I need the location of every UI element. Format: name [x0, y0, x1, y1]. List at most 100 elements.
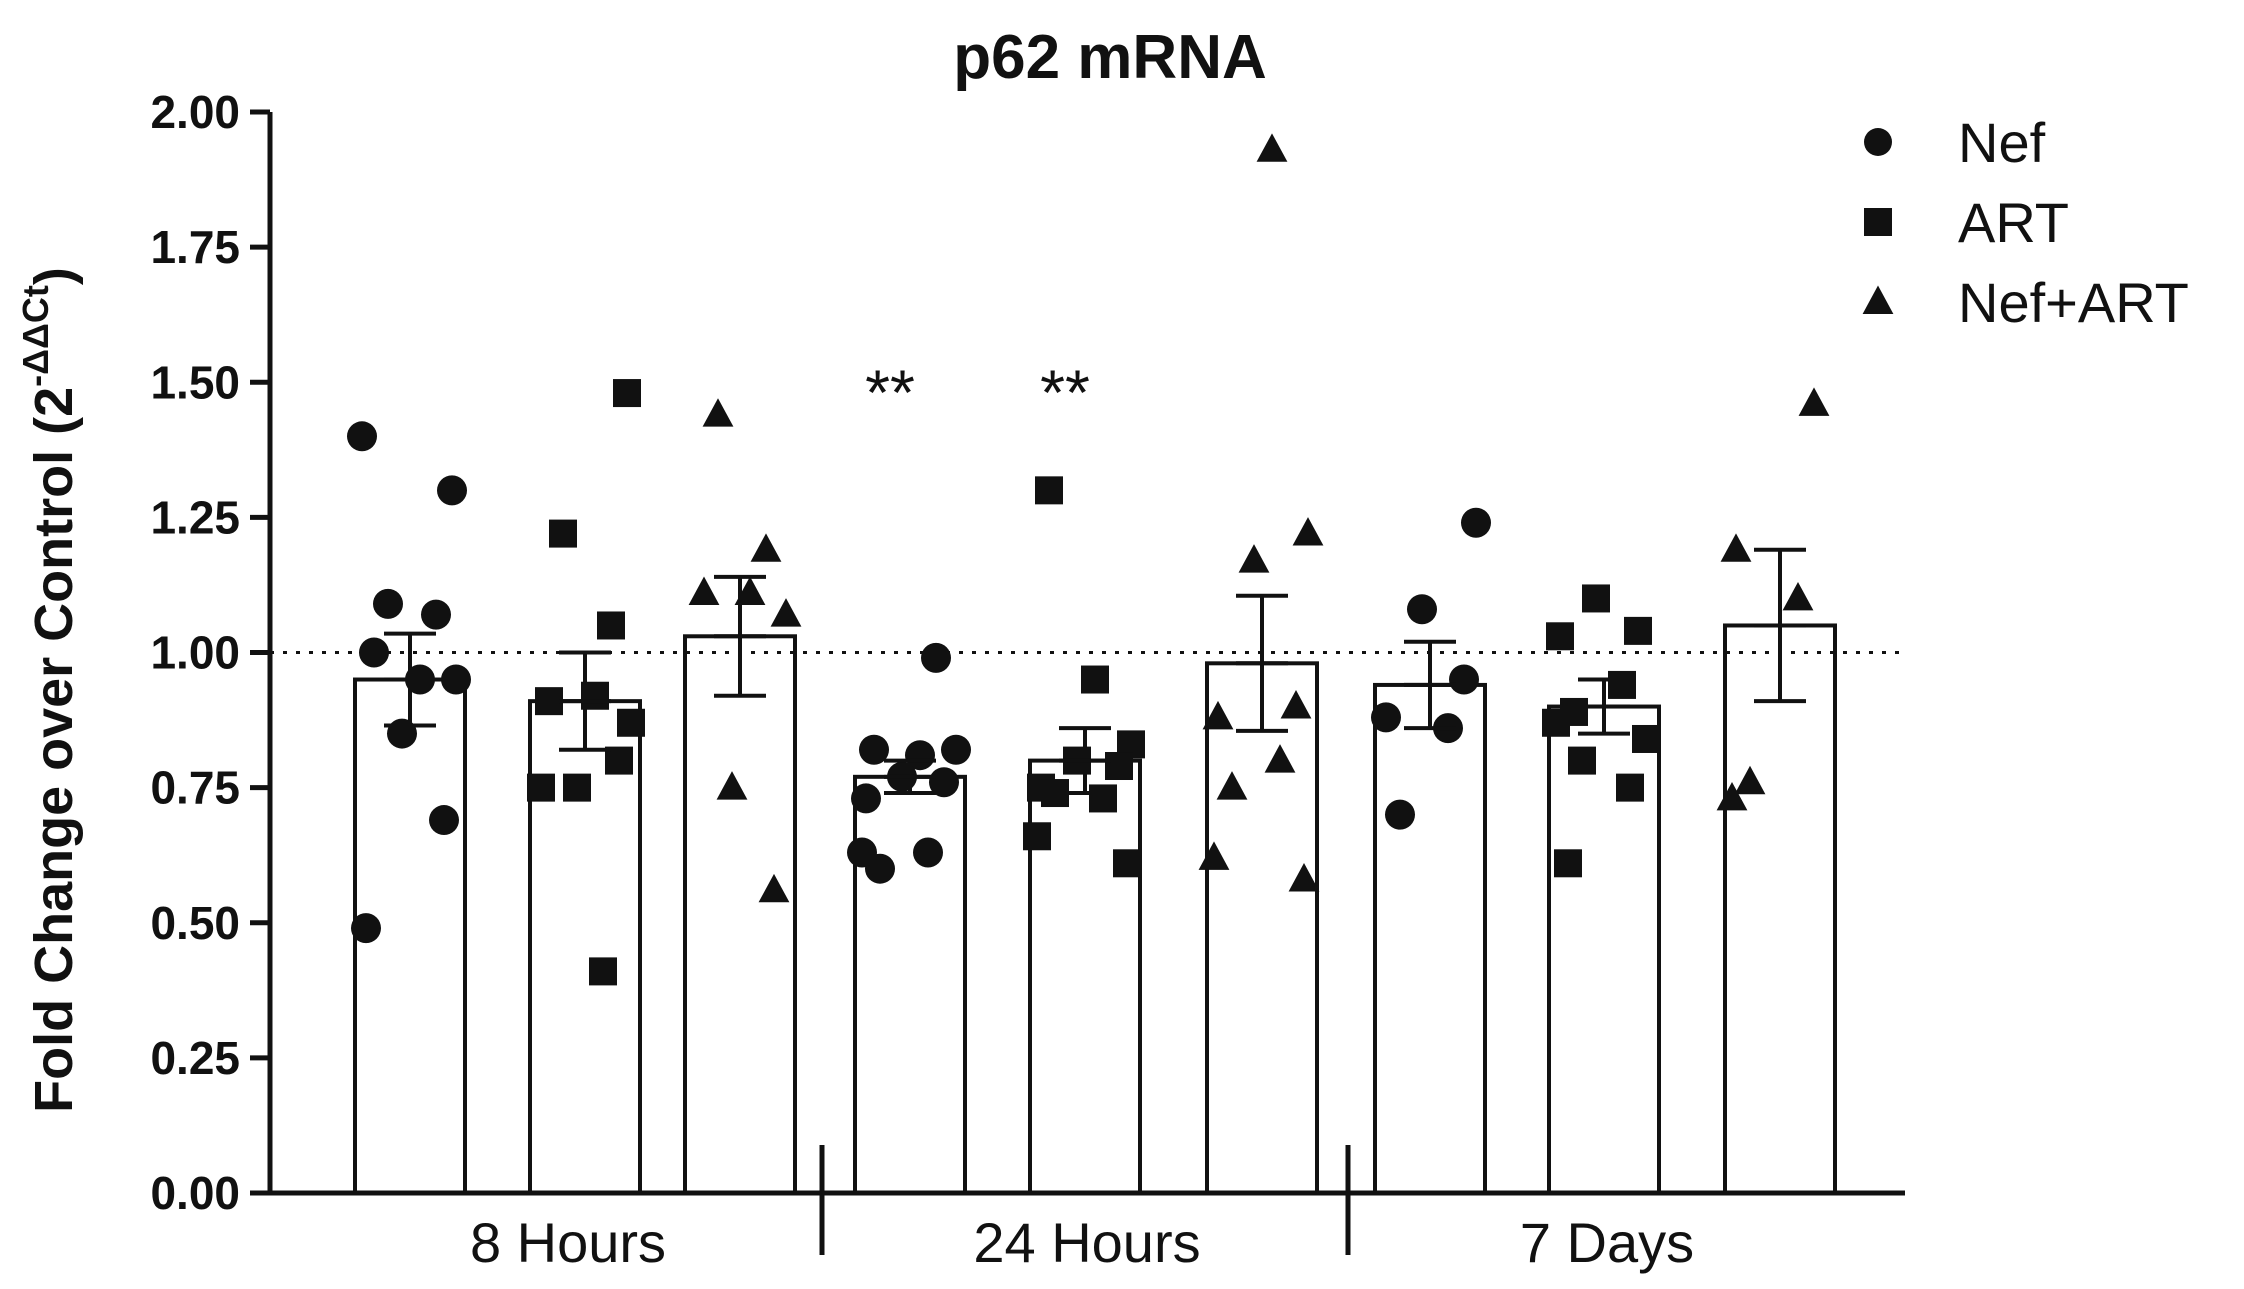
- data-point: [421, 599, 451, 630]
- data-point: [589, 957, 617, 986]
- data-point: [750, 533, 782, 562]
- data-point: [613, 379, 641, 408]
- data-point: [1461, 507, 1491, 538]
- data-point: [1280, 690, 1312, 719]
- error-bar: [384, 631, 436, 728]
- data-point: [441, 664, 471, 695]
- data-point: [905, 740, 935, 771]
- data-point: [716, 771, 748, 800]
- error-bar: [884, 758, 936, 796]
- x-category-label: 24 Hours: [973, 1211, 1200, 1274]
- bar-nef-art-24-hours: [1205, 661, 1319, 1195]
- data-point: [1216, 771, 1248, 800]
- error-bar: [714, 574, 766, 698]
- data-point: [347, 421, 377, 452]
- y-tick-label: 1.00: [150, 627, 240, 679]
- data-point: [1608, 670, 1636, 699]
- error-bar: [1578, 677, 1630, 736]
- y-tick-label: 1.25: [150, 491, 240, 543]
- data-point: [1407, 594, 1437, 625]
- y-axis-label-close: ): [24, 267, 84, 285]
- y-axis-label: Fold Change over Control (2-ΔΔCt): [15, 267, 84, 1113]
- data-point: [1385, 799, 1415, 830]
- data-point: [941, 734, 971, 765]
- legend: Nef ART Nef+ART: [1862, 111, 2189, 334]
- bar-nef-art-7-days: [1723, 623, 1837, 1195]
- y-tick-label: 1.50: [150, 356, 240, 408]
- data-point: [688, 576, 720, 606]
- y-axis-label-main: Fold Change over Control (2: [24, 387, 84, 1113]
- data-point: [758, 873, 790, 903]
- bar-nef-art-8-hours: [683, 634, 797, 1195]
- data-point: [1023, 822, 1051, 851]
- data-point: [1542, 708, 1570, 737]
- data-point: [921, 642, 951, 673]
- y-tick-label: 0.00: [150, 1167, 240, 1219]
- data-point: [437, 475, 467, 506]
- data-point: [1616, 773, 1644, 802]
- data-point: [1089, 784, 1117, 813]
- legend-label: Nef+ART: [1958, 271, 2189, 334]
- data-point: [535, 687, 563, 716]
- data-point: [563, 773, 591, 802]
- data-point: [373, 588, 403, 619]
- data-point: [1105, 752, 1133, 781]
- data-point: [1582, 584, 1610, 613]
- plot-area: ** ** 0.00 0.25 0.50 0.75 1.00 1.25 1.50 1.75 2.00…: [150, 86, 1905, 1274]
- data-point: [913, 837, 943, 868]
- data-point: [1798, 387, 1830, 416]
- data-point: [770, 598, 802, 627]
- data-point: [1238, 544, 1270, 573]
- significance-marker: **: [1040, 356, 1090, 428]
- error-bar: [1404, 639, 1456, 731]
- data-point: [1256, 133, 1288, 162]
- data-point: [1782, 581, 1814, 611]
- data-point: [847, 837, 877, 868]
- data-point: [549, 519, 577, 548]
- legend-marker-circle: [1864, 128, 1892, 156]
- significance-marker: **: [865, 356, 915, 428]
- data-point: [1081, 665, 1109, 694]
- data-point: [1288, 863, 1320, 892]
- y-tick-label: 1.75: [150, 221, 240, 273]
- data-point: [1716, 781, 1748, 811]
- data-point: [527, 773, 555, 802]
- bar-nef-24-hours: [853, 774, 967, 1195]
- data-point: [387, 718, 417, 749]
- x-category-label: 7 Days: [1520, 1211, 1694, 1274]
- data-point: [702, 398, 734, 427]
- y-tick-label: 0.50: [150, 897, 240, 949]
- data-point: [1554, 849, 1582, 878]
- data-point: [429, 805, 459, 836]
- data-point: [1202, 700, 1234, 730]
- data-point: [1546, 622, 1574, 651]
- y-tick-label: 0.75: [150, 762, 240, 814]
- error-bar: [1236, 593, 1288, 733]
- y-axis-label-superscript: -ΔΔCt: [15, 285, 56, 387]
- chart-title: p62 mRNA: [953, 23, 1267, 92]
- data-point: [1264, 744, 1296, 773]
- legend-marker-triangle: [1862, 285, 1894, 314]
- data-point: [617, 708, 645, 737]
- error-bar: [1059, 726, 1111, 796]
- data-point: [859, 734, 889, 765]
- data-point: [1113, 849, 1141, 878]
- data-point: [1632, 724, 1660, 753]
- x-category-label: 8 Hours: [470, 1211, 666, 1274]
- data-point: [359, 637, 389, 668]
- data-point: [734, 576, 766, 606]
- error-bar: [1754, 547, 1806, 704]
- data-point: [597, 611, 625, 640]
- data-point: [851, 783, 881, 814]
- data-point: [929, 767, 959, 798]
- legend-label: Nef: [1958, 111, 2046, 174]
- bar-nef-7-days: [1373, 682, 1487, 1195]
- y-tick-label: 0.25: [150, 1032, 240, 1084]
- y-tick-label: 2.00: [150, 86, 240, 138]
- data-point: [1035, 476, 1063, 505]
- data-point: [1734, 765, 1766, 795]
- data-point: [1198, 841, 1230, 870]
- data-point: [1292, 517, 1324, 546]
- data-point: [351, 913, 381, 944]
